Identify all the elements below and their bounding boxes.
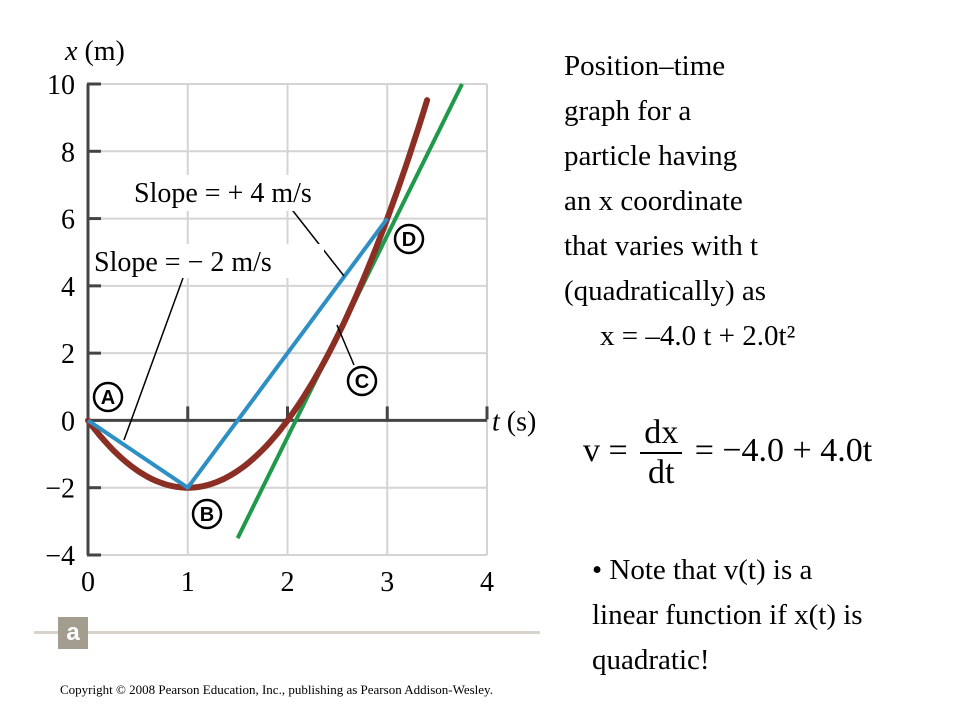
x-tick-label: 1 [181,567,195,598]
position-curve [85,97,431,491]
position-time-chart: −4 −2 0 2 4 6 8 10 0 1 2 3 4 x (m) t (s) Slope = − 2 m/… [45,36,536,598]
note-line: • Note that v(t) is a [592,554,813,586]
point-b-label: B [200,504,214,526]
caption-line: graph for a [564,95,692,127]
secant-lines [86,217,389,490]
slope-pos-box [132,175,360,211]
point-b-marker [191,498,223,530]
point-c-leader [336,324,355,366]
caption-line: that varies with t [564,230,759,262]
y-tick-label: −2 [45,474,75,505]
fraction-denominator: dt [647,454,675,491]
point-a-marker [92,381,124,413]
y-tick-label: 0 [61,406,75,437]
caption-equation: x = –4.0 t + 2.0t² [600,320,796,352]
x-axis-label: t (s) [492,406,536,437]
y-tick-label: 10 [47,70,75,101]
slope-neg-box [92,244,324,278]
x-tick-label: 4 [480,567,494,598]
caption-line: (quadratically) as [564,275,767,307]
slope-neg-leader [123,277,184,441]
caption: Position–time graph for a particle havin… [564,44,795,359]
caption-line: an x coordinate [564,185,743,217]
fraction-numerator: dx [640,414,683,454]
point-c-label: C [355,371,369,393]
panel-divider [34,631,540,634]
point-c-marker [346,365,378,397]
slope-pos-annotation: Slope = + 4 m/s [134,178,312,209]
x-tick-label: 0 [81,567,95,598]
velocity-lhs: v = [583,431,628,469]
derivative-fraction: dx dt [640,414,683,492]
point-a-label: A [101,387,115,409]
x-tick-label: 2 [281,567,295,598]
y-tick-label: 6 [61,205,75,236]
y-axis-label: x (m) [64,36,125,67]
point-d-marker [393,223,425,255]
y-tick-label: 2 [61,339,75,370]
note-line: quadratic! [592,644,710,676]
caption-line: Position–time [564,50,726,82]
copyright: Copyright © 2008 Pearson Education, Inc.… [60,682,493,697]
velocity-rhs: = −4.0 + 4.0t [694,431,873,469]
note-line: linear function if x(t) is [592,599,863,631]
y-tick-label: 4 [61,272,75,303]
note: • Note that v(t) is a linear function if… [592,548,863,683]
point-d-label: D [402,229,416,251]
y-tick-label: −4 [45,541,75,572]
panel-label-badge: a [58,617,88,649]
x-tick-label: 3 [380,567,394,598]
caption-line: particle having [564,140,738,172]
slope-neg-annotation: Slope = − 2 m/s [94,247,272,278]
velocity-equation: v = dx dt = −4.0 + 4.0t [583,414,872,492]
slope-pos-leader [285,201,345,277]
y-tick-label: 8 [61,137,75,168]
